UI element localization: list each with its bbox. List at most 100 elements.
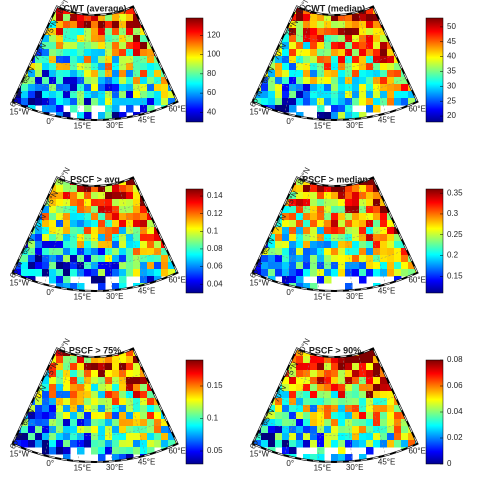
field-cell (147, 84, 155, 92)
field-cell (189, 178, 197, 186)
field-cell (310, 370, 318, 378)
field-cell (133, 468, 141, 476)
field-cell (324, 220, 332, 228)
field-cell (275, 349, 283, 357)
field-cell (161, 377, 169, 385)
field-cell (254, 192, 262, 200)
field-cell (338, 412, 346, 420)
field-cell (275, 56, 283, 64)
field-cell (289, 304, 297, 312)
field-cell (252, 419, 255, 427)
field-cell (373, 199, 381, 207)
field-cell (112, 426, 120, 434)
field-cell (310, 28, 318, 36)
field-cell (240, 84, 248, 92)
field-cell (42, 63, 50, 71)
colorbar-tick-label: 30 (447, 81, 456, 90)
field-cell (14, 6, 22, 8)
field-cell (422, 0, 430, 8)
field-cell (324, 377, 332, 385)
field-cell (42, 440, 50, 448)
field-cell (268, 91, 276, 99)
field-cell (275, 370, 283, 378)
field-cell (91, 28, 99, 36)
field-cell (296, 419, 304, 427)
graticule (274, 224, 396, 239)
field-cell (126, 227, 134, 235)
field-cell (261, 349, 269, 357)
field-cell (63, 262, 71, 270)
field-cell (77, 28, 85, 36)
field-cell (21, 433, 29, 441)
field-cell (296, 98, 304, 106)
field-cell (70, 377, 78, 385)
field-cell (401, 262, 409, 270)
field-cell (98, 77, 106, 85)
field-cell (317, 98, 325, 106)
field-cell (140, 6, 148, 8)
field-cell (168, 475, 176, 483)
field-cell (49, 220, 57, 228)
field-cell (380, 70, 388, 78)
field-cell (252, 248, 255, 256)
field-cell (175, 412, 178, 420)
field-cell (56, 21, 64, 29)
field-cell (303, 199, 311, 207)
field-cell (359, 192, 367, 200)
field-cell (21, 440, 29, 448)
lon-label: 15°W (250, 449, 270, 458)
field-cell (303, 220, 311, 228)
field-cell (331, 419, 339, 427)
field-cell (14, 433, 22, 441)
colorbar-tick-label: 60 (207, 88, 216, 97)
field-cell (289, 248, 297, 256)
field-cell (252, 349, 255, 357)
field-cell (140, 49, 148, 57)
field-cell (352, 241, 360, 249)
field-cell (14, 262, 22, 270)
field-cell (331, 356, 339, 364)
field-cell (168, 412, 176, 420)
field-cell (105, 42, 113, 50)
field-cell (317, 213, 325, 221)
field-cell (338, 105, 346, 113)
field-cell (42, 42, 50, 50)
field-cell (408, 119, 416, 120)
field-cell (436, 133, 444, 141)
field-cell (387, 269, 395, 277)
field-cell (133, 433, 141, 441)
field-cell (49, 21, 57, 29)
field-cell (387, 370, 395, 378)
field-cell (196, 171, 204, 179)
field-cell (189, 342, 197, 350)
field-cell (98, 192, 106, 200)
colorbar-tick-label: 40 (207, 107, 216, 116)
field-cell (401, 192, 409, 200)
field-cell (401, 6, 409, 8)
colorbar-tick-label: 0.3 (447, 209, 459, 218)
field-cell (28, 384, 36, 392)
field-cell (105, 192, 113, 200)
field-cell (324, 398, 332, 406)
lon-label: 45°E (378, 115, 395, 124)
field-cell (49, 419, 57, 427)
field-cell (296, 433, 304, 441)
field-cell (56, 262, 64, 270)
field-cell (105, 356, 113, 364)
field-cell (289, 419, 297, 427)
field-cell (282, 241, 290, 249)
field-cell (28, 468, 36, 476)
field-cell (394, 42, 402, 50)
field-cell (275, 49, 283, 57)
field-cell (345, 356, 353, 364)
field-cell (140, 178, 148, 186)
field-cell (317, 49, 325, 57)
field-cell (296, 398, 304, 406)
field-cell (331, 405, 339, 413)
field-cell (387, 199, 395, 207)
field-cell (42, 349, 50, 357)
field-cell (98, 213, 106, 221)
field-cell (252, 363, 255, 371)
field-cell (408, 178, 416, 186)
